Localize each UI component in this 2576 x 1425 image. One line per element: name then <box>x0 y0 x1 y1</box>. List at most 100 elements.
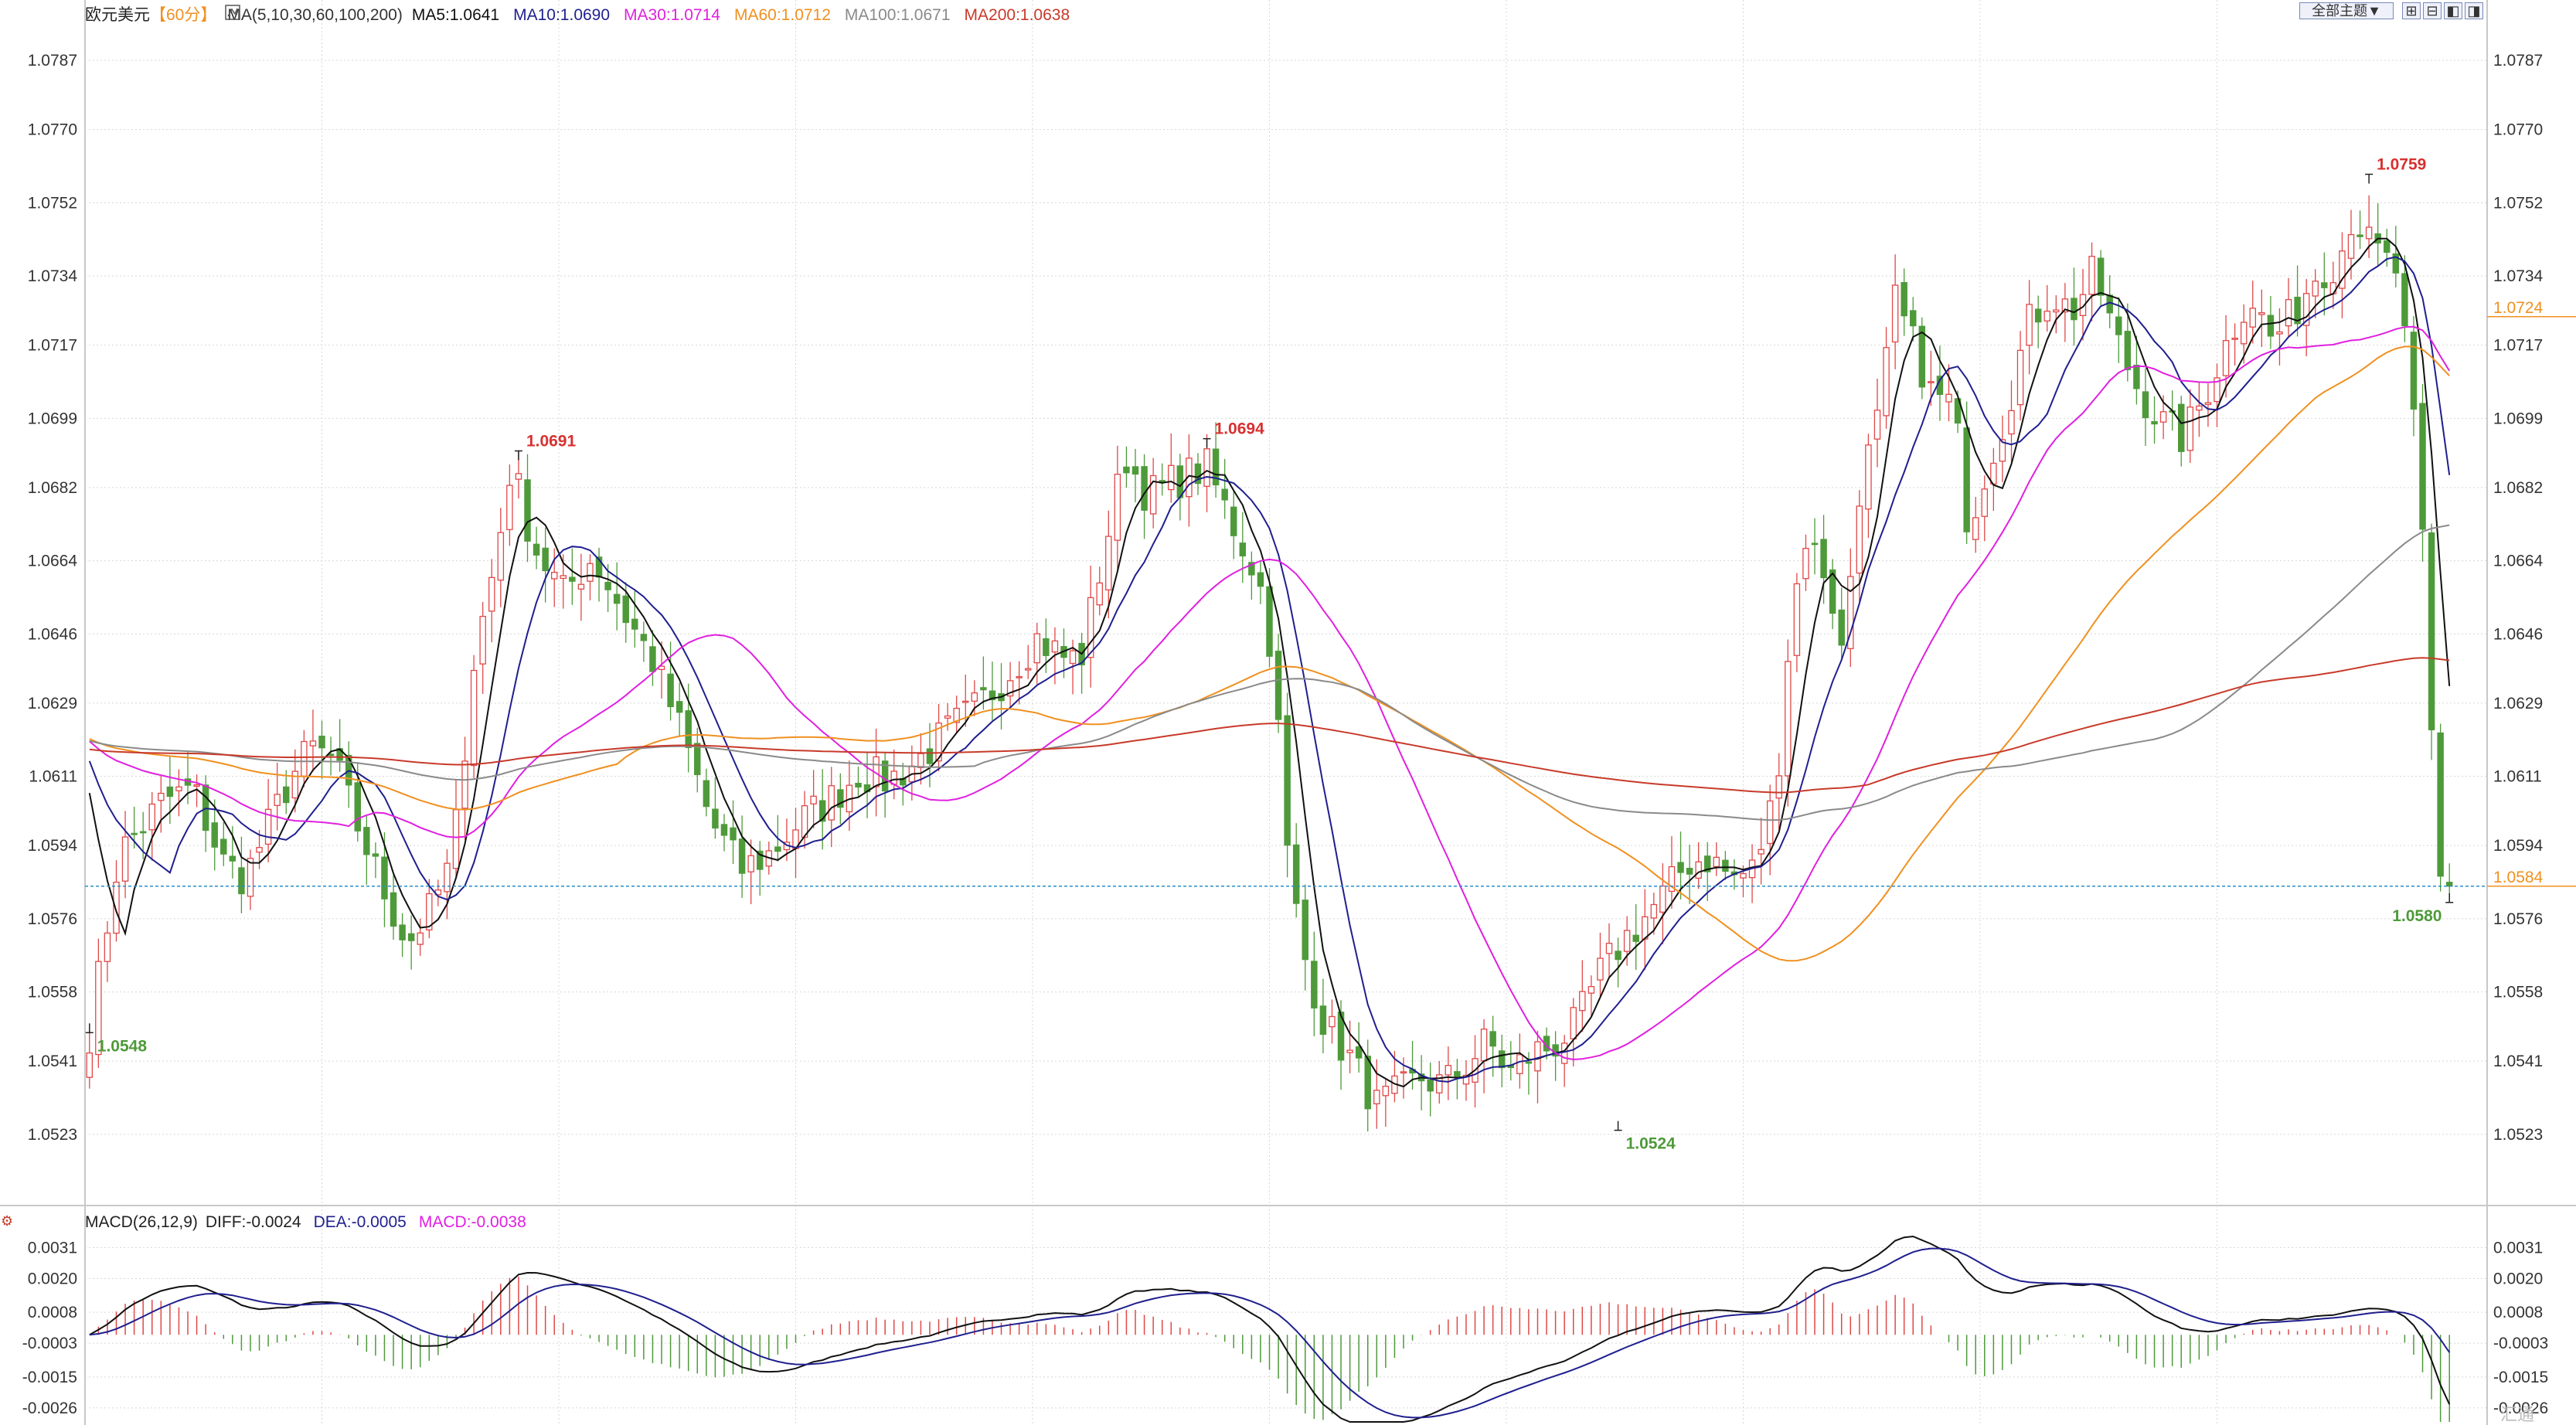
candle-up <box>1865 444 1872 510</box>
macd-tick-label: -0.0003 <box>22 1335 77 1352</box>
low-annotation: 1.0580 <box>2392 907 2442 925</box>
candle-down <box>524 479 531 542</box>
candle-up <box>1329 1015 1336 1028</box>
candle-down <box>2419 403 2426 530</box>
candle-down <box>2392 253 2400 274</box>
price-tick-label: 1.0664 <box>2493 553 2544 570</box>
candle-up <box>2079 294 2087 316</box>
candle-down <box>1525 1061 1533 1064</box>
candle-up <box>1766 800 1774 845</box>
extreme-price-annotations: 1.0548 1.0691 1.0694 1.0524 1.0759 1.0580 <box>85 156 2454 1153</box>
candle-down <box>1910 310 1917 327</box>
candle-down <box>220 838 227 855</box>
ma10-value: MA10:1.0690 <box>513 6 610 24</box>
candle-down <box>1123 466 1130 474</box>
candle-up <box>1713 856 1720 868</box>
toolbar-button-3[interactable]: ◧ <box>2444 2 2462 19</box>
candle-up <box>2302 293 2310 326</box>
price-tick-label: 1.0576 <box>2493 910 2543 928</box>
candle-down <box>2437 732 2444 877</box>
macd-tick-label: -0.0003 <box>2493 1335 2548 1352</box>
candle-up <box>2347 233 2355 259</box>
candle-down <box>131 832 138 835</box>
candle-up <box>1024 668 1032 671</box>
candle-up <box>1883 347 1890 417</box>
candle-up <box>1802 548 1809 580</box>
candle-down <box>631 618 638 630</box>
price-tag-label: 1.0584 <box>2493 869 2544 886</box>
candle-up <box>2186 406 2194 451</box>
candle-down <box>1239 542 1247 556</box>
candle-down <box>1302 900 1308 961</box>
right-price-tags: 1.0724 1.0584 <box>2487 299 2576 887</box>
candle-down <box>229 855 237 862</box>
candle-up <box>148 803 155 831</box>
candle-up <box>935 722 942 762</box>
toolbar-button-4[interactable]: ◨ <box>2465 2 2483 19</box>
candle-up <box>890 770 897 785</box>
candle-down <box>1677 862 1684 873</box>
candle-up <box>426 893 433 931</box>
symbol-label: 欧元美元 <box>85 6 150 24</box>
candle-up <box>2365 226 2373 240</box>
candle-up <box>1149 474 1157 515</box>
ma5-value: MA5:1.0641 <box>412 6 499 24</box>
high-annotation: 1.0759 <box>2377 156 2426 174</box>
candle-up <box>2249 308 2256 328</box>
candle-up <box>497 532 505 581</box>
candle-down <box>1292 844 1300 904</box>
candle-down <box>2133 364 2140 389</box>
toolbar-button-2[interactable]: ⊟ <box>2423 2 2442 19</box>
candle-up <box>1945 393 1952 403</box>
candle-down <box>533 543 540 556</box>
price-tick-label: 1.0611 <box>2493 768 2542 786</box>
candle-up <box>2231 337 2238 340</box>
candle-down <box>649 646 656 672</box>
candle-down <box>2151 421 2158 425</box>
candle-down <box>2294 297 2301 325</box>
candle-up <box>274 794 281 806</box>
macd-dea-value: DEA:-0.0005 <box>314 1213 407 1231</box>
candle-down <box>685 710 692 749</box>
candle-down <box>675 701 683 713</box>
candlestick-series[interactable] <box>86 195 2453 1132</box>
candle-up <box>560 575 567 580</box>
chart-header: 欧元美元【60分】 MA(5,10,30,60,100,200) MA5:1.064… <box>85 6 1070 24</box>
candle-down <box>166 786 174 798</box>
candle-down <box>1901 282 1907 317</box>
toolbar-button-1[interactable]: ⊞ <box>2402 2 2421 19</box>
macd-tick-label: -0.0026 <box>2493 1399 2548 1417</box>
candle-up <box>1650 903 1658 919</box>
candle-up <box>1847 576 1854 649</box>
macd-histogram <box>97 1277 2450 1422</box>
candle-up <box>1445 1065 1452 1076</box>
candle-down <box>569 576 576 582</box>
candle-down <box>837 789 844 808</box>
candle-down <box>139 831 147 834</box>
macd-settings-icon[interactable]: ⚙ <box>1 1213 13 1229</box>
candle-up <box>1587 986 1595 994</box>
candle-down <box>1257 572 1264 587</box>
candle-up <box>515 473 522 480</box>
ma60-value: MA60:1.0712 <box>734 6 831 24</box>
indicator-settings-icon[interactable] <box>225 5 240 20</box>
ma10-line <box>88 256 2451 1083</box>
price-tick-label: 1.0734 <box>2493 267 2544 285</box>
candle-down <box>363 827 370 855</box>
candle-up <box>2008 410 2015 435</box>
candle-up <box>1051 640 1059 653</box>
candle-down <box>855 782 862 788</box>
price-tick-label: 1.0770 <box>28 121 77 139</box>
candle-up <box>264 808 272 845</box>
candle-up <box>962 700 969 703</box>
candle-up <box>1981 488 1989 517</box>
candle-down <box>694 743 701 776</box>
theme-select-button[interactable]: 全部主题▼ <box>2299 2 2394 19</box>
candle-up <box>971 692 978 702</box>
candle-up <box>2016 349 2024 406</box>
candle-up <box>1785 661 1792 777</box>
candle-down <box>1615 951 1621 961</box>
price-tick-label: 1.0629 <box>28 695 77 712</box>
